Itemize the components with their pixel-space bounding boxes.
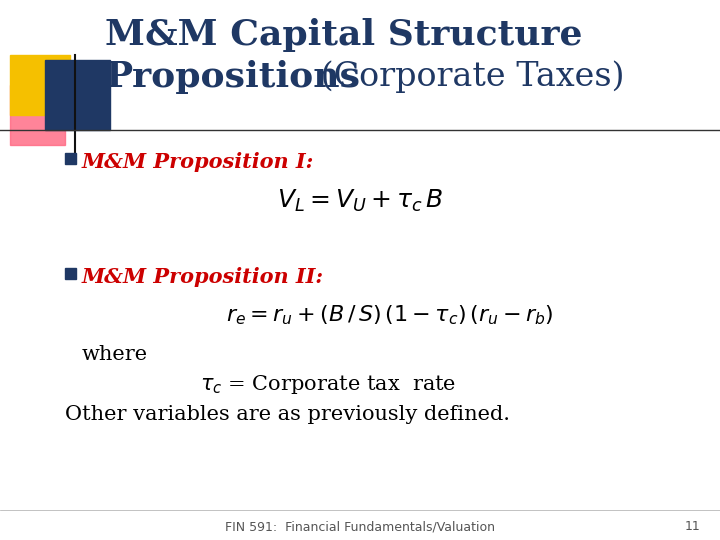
Text: where: where bbox=[82, 345, 148, 364]
Text: M&M Capital Structure: M&M Capital Structure bbox=[105, 18, 582, 52]
Text: Other variables are as previously defined.: Other variables are as previously define… bbox=[65, 405, 510, 424]
Bar bbox=[10, 55, 70, 115]
Bar bbox=[65, 268, 76, 279]
Text: M&M Proposition I:: M&M Proposition I: bbox=[82, 152, 315, 172]
Text: FIN 591:  Financial Fundamentals/Valuation: FIN 591: Financial Fundamentals/Valuatio… bbox=[225, 520, 495, 533]
Text: $\tau_c$ = Corporate tax  rate: $\tau_c$ = Corporate tax rate bbox=[200, 373, 456, 396]
Text: Propositions: Propositions bbox=[105, 60, 360, 94]
Bar bbox=[10, 85, 65, 145]
Text: $r_e = r_u + (B\,/\,S)\,(1 - \tau_c)\,(r_u - r_b)$: $r_e = r_u + (B\,/\,S)\,(1 - \tau_c)\,(r… bbox=[226, 303, 554, 327]
Text: M&M Proposition II:: M&M Proposition II: bbox=[82, 267, 324, 287]
Text: (Corporate Taxes): (Corporate Taxes) bbox=[310, 60, 624, 93]
Bar bbox=[45, 60, 110, 130]
Bar bbox=[65, 153, 76, 164]
Text: 11: 11 bbox=[684, 520, 700, 533]
Text: $V_L = V_U  + \tau_c\, B$: $V_L = V_U + \tau_c\, B$ bbox=[276, 188, 444, 214]
